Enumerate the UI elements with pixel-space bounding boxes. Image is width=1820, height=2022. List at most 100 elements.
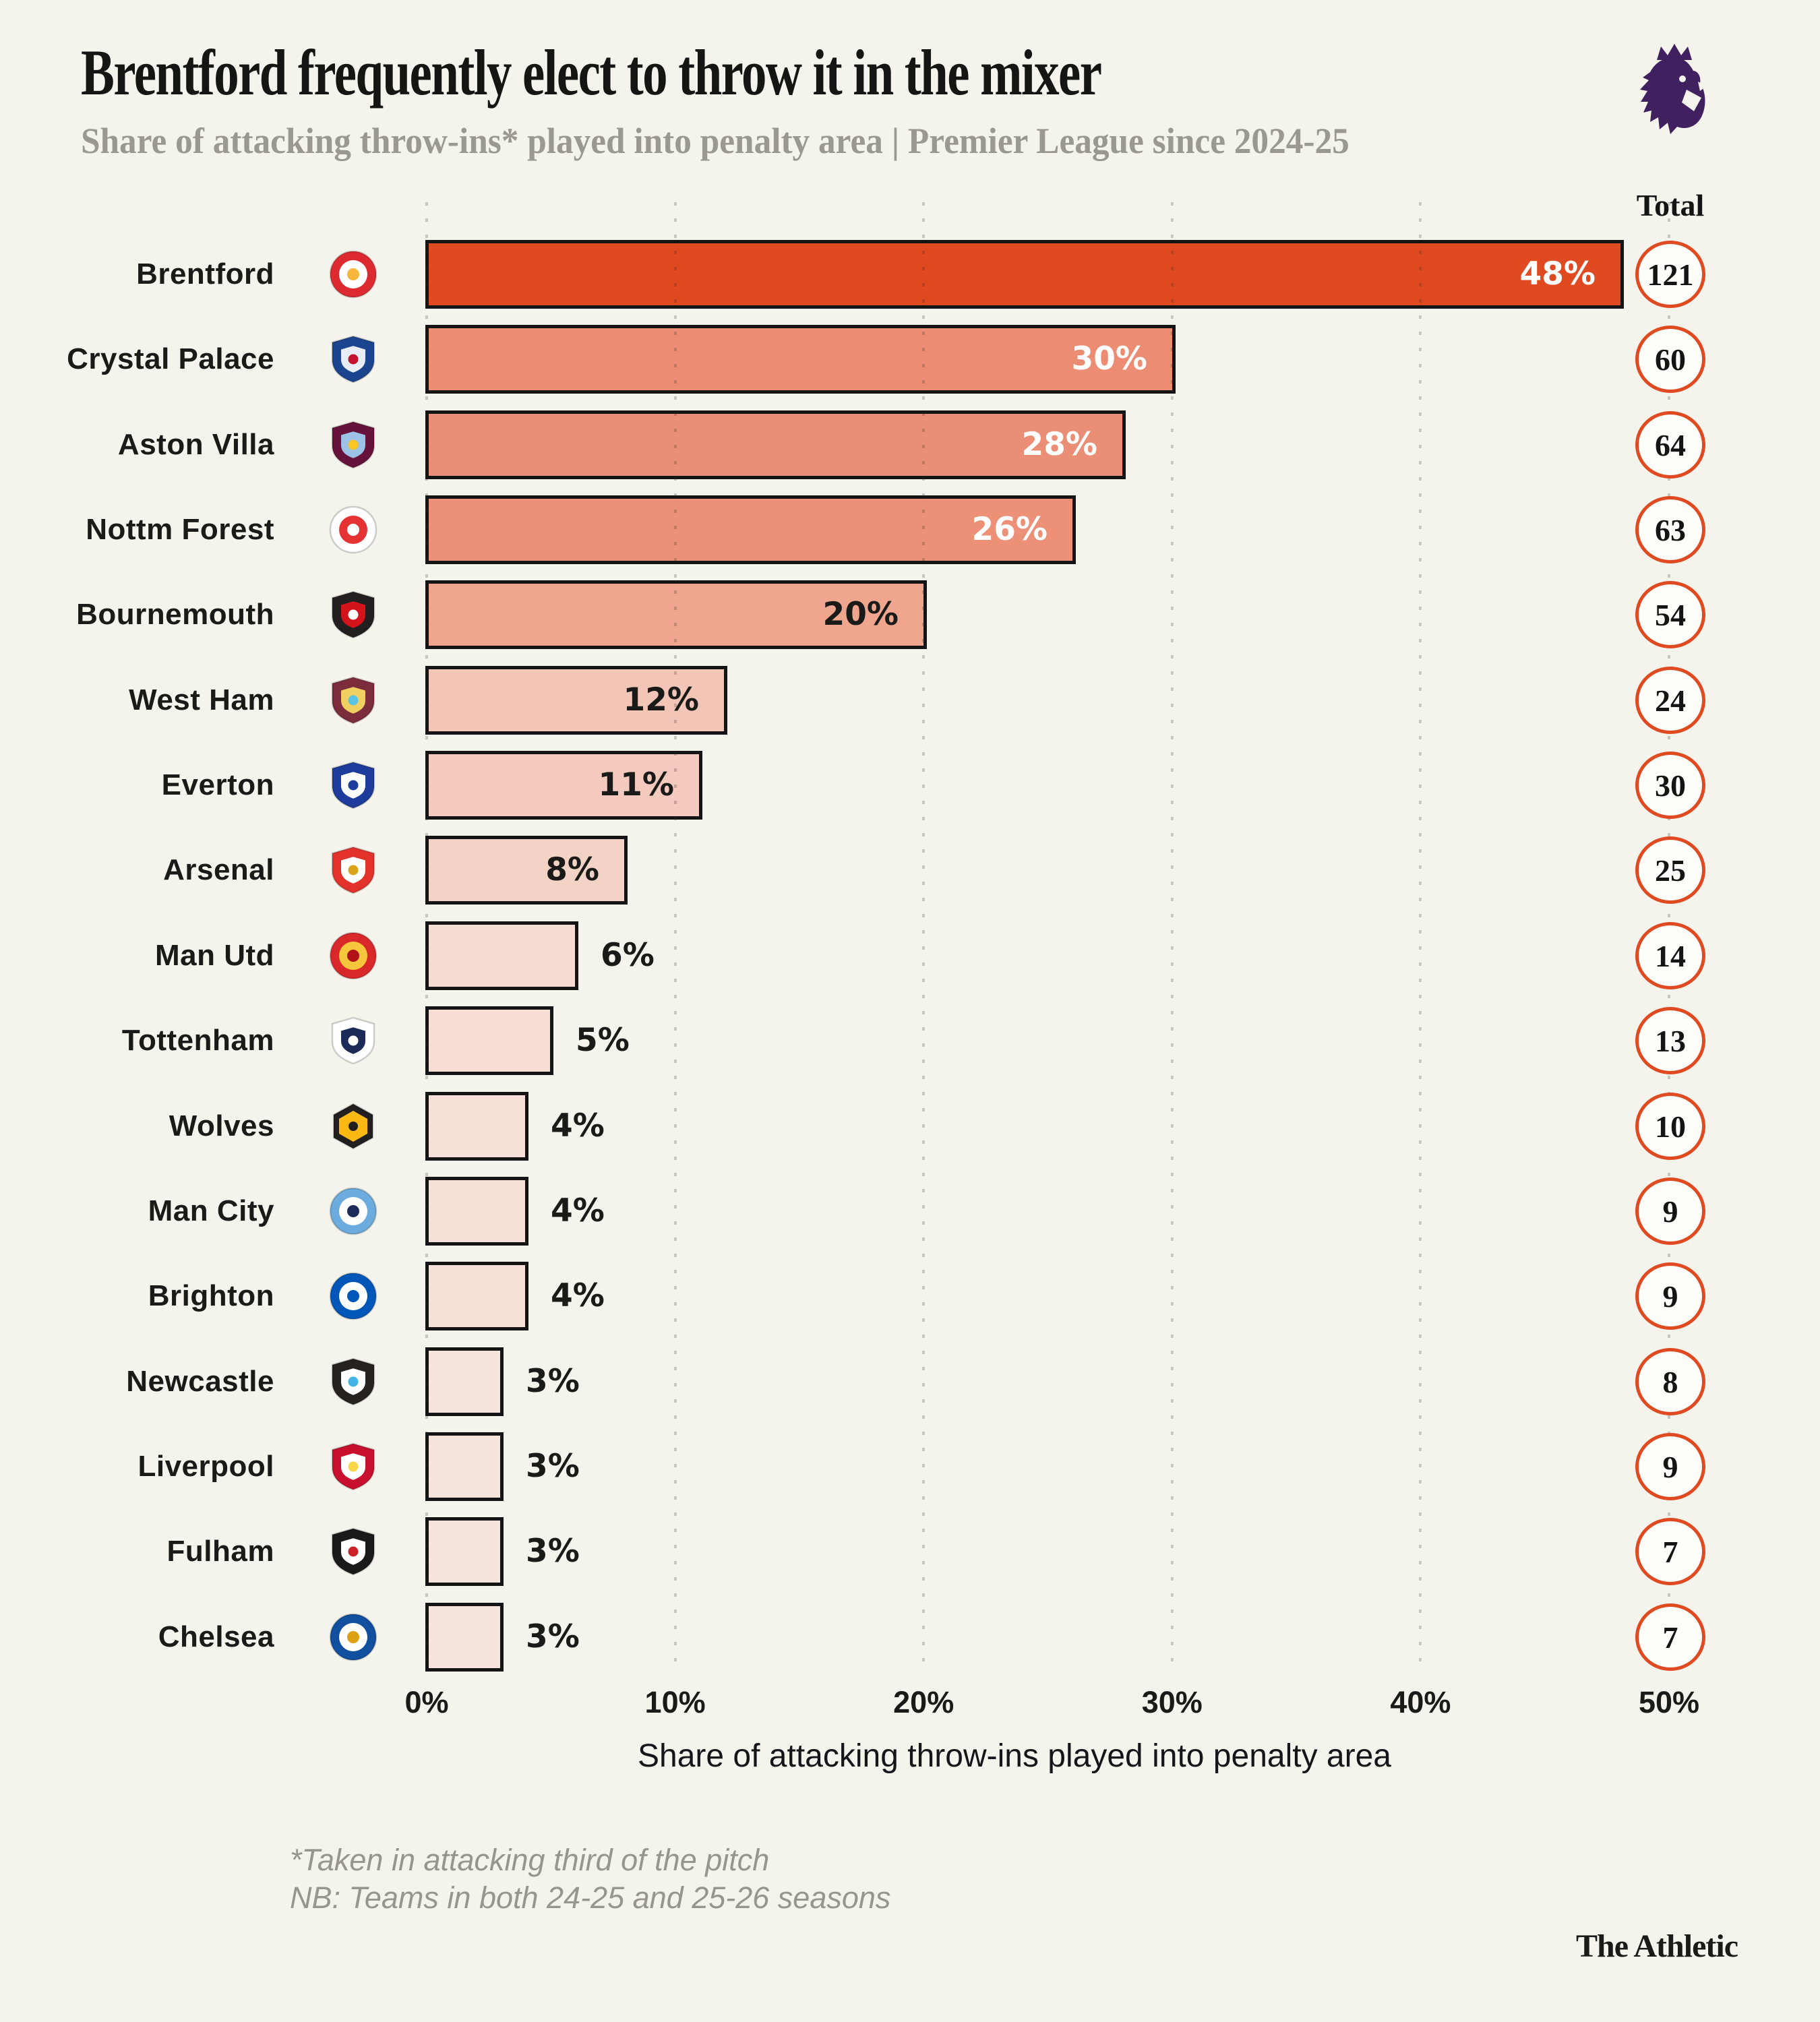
team-row: Aston Villa 28% 64 xyxy=(0,402,1820,487)
value-label: 6% xyxy=(601,937,655,974)
team-name-label: Everton xyxy=(161,768,274,801)
team-row: Man Utd 6% 14 xyxy=(0,913,1820,998)
value-bar xyxy=(425,921,578,990)
x-axis-title: Share of attacking throw-ins played into… xyxy=(638,1738,1391,1774)
team-crest-icon xyxy=(328,931,378,981)
team-crest-icon xyxy=(328,590,378,640)
lion-crown xyxy=(1657,44,1692,60)
total-count-badge: 25 xyxy=(1635,836,1705,904)
team-crest-icon xyxy=(328,334,378,384)
value-bar xyxy=(425,1092,528,1161)
team-row: Newcastle 3% 8 xyxy=(0,1339,1820,1424)
team-name-label: Wolves xyxy=(169,1109,274,1142)
total-count-badge: 24 xyxy=(1635,667,1705,734)
team-crest-icon xyxy=(328,1527,378,1576)
x-tick-label: 0% xyxy=(404,1685,449,1719)
value-label: 3% xyxy=(526,1448,580,1485)
gridline-0pct xyxy=(425,202,428,1673)
team-row: Arsenal 8% 25 xyxy=(0,828,1820,913)
value-label: 28% xyxy=(1021,426,1098,463)
total-count-badge: 10 xyxy=(1635,1093,1705,1160)
value-label: 3% xyxy=(526,1533,580,1570)
team-row: Wolves 4% 10 xyxy=(0,1084,1820,1169)
lion-head xyxy=(1640,57,1705,134)
value-label: 30% xyxy=(1071,340,1148,377)
value-label: 4% xyxy=(551,1192,605,1229)
value-bar xyxy=(425,666,727,735)
team-row: Brighton 4% 9 xyxy=(0,1254,1820,1339)
team-row: Chelsea 3% 7 xyxy=(0,1595,1820,1680)
premier-league-lion-logo xyxy=(1640,44,1706,134)
team-crest-icon xyxy=(328,420,378,470)
x-tick-label: 10% xyxy=(644,1685,706,1719)
x-tick-label: 50% xyxy=(1638,1685,1700,1719)
value-label: 20% xyxy=(822,596,899,633)
team-crest-icon xyxy=(328,505,378,555)
value-bar xyxy=(425,751,702,820)
value-label: 4% xyxy=(551,1277,605,1314)
value-bar xyxy=(425,1177,528,1246)
value-bar xyxy=(425,836,628,905)
team-name-label: Crystal Palace xyxy=(67,342,274,375)
value-bar xyxy=(425,495,1076,564)
team-name-label: West Ham xyxy=(129,683,274,716)
team-crest-icon xyxy=(328,760,378,810)
value-label: 5% xyxy=(576,1022,630,1059)
footnote-line-2: NB: Teams in both 24-25 and 25-26 season… xyxy=(290,1880,891,1916)
gridline-20pct xyxy=(922,202,926,1673)
team-row: Bournemouth 20% 54 xyxy=(0,572,1820,657)
value-bar xyxy=(425,240,1624,309)
value-bar xyxy=(425,1432,504,1501)
total-count-badge: 121 xyxy=(1635,241,1705,308)
team-crest-icon xyxy=(328,1101,378,1151)
value-bar xyxy=(425,580,927,649)
value-label: 12% xyxy=(623,681,700,718)
total-count-badge: 60 xyxy=(1635,326,1705,393)
lion-nose xyxy=(1698,82,1706,91)
value-label: 3% xyxy=(526,1618,580,1655)
total-count-badge: 7 xyxy=(1635,1603,1705,1671)
team-name-label: Brentford xyxy=(136,257,274,290)
team-row: Man City 4% 9 xyxy=(0,1169,1820,1254)
value-bar xyxy=(425,1262,528,1330)
total-count-badge: 13 xyxy=(1635,1007,1705,1074)
team-crest-icon xyxy=(328,845,378,895)
lion-cheek xyxy=(1682,90,1701,111)
total-count-badge: 9 xyxy=(1635,1262,1705,1330)
total-count-badge: 14 xyxy=(1635,922,1705,989)
value-label: 26% xyxy=(971,511,1048,548)
total-count-badge: 9 xyxy=(1635,1177,1705,1245)
x-tick-label: 30% xyxy=(1141,1685,1203,1719)
team-crest-icon xyxy=(328,1357,378,1407)
team-row: Everton 11% 30 xyxy=(0,743,1820,828)
team-crest-icon xyxy=(328,675,378,725)
total-count-badge: 7 xyxy=(1635,1518,1705,1585)
team-row: Brentford 48% 121 xyxy=(0,232,1820,317)
chart-title: Brentford frequently elect to throw it i… xyxy=(81,36,1102,109)
gridline-30pct xyxy=(1170,202,1174,1673)
team-name-label: Chelsea xyxy=(158,1620,274,1653)
team-name-label: Man City xyxy=(148,1194,274,1227)
team-row: Tottenham 5% 13 xyxy=(0,998,1820,1083)
value-bar xyxy=(425,410,1126,479)
gridline-40pct xyxy=(1419,202,1422,1673)
team-crest-icon xyxy=(328,1186,378,1236)
total-count-badge: 54 xyxy=(1635,581,1705,648)
team-name-label: Brighton xyxy=(148,1279,274,1312)
team-crest-icon xyxy=(328,1016,378,1066)
team-name-label: Bournemouth xyxy=(76,598,274,631)
team-name-label: Tottenham xyxy=(121,1024,274,1057)
total-column-header: Total xyxy=(1636,188,1705,222)
footnotes: *Taken in attacking third of the pitch N… xyxy=(290,1841,890,1918)
value-bar xyxy=(425,1347,504,1416)
team-crest-icon xyxy=(328,1271,378,1321)
value-label: 8% xyxy=(545,851,599,888)
team-row: Fulham 3% 7 xyxy=(0,1509,1820,1594)
value-bar xyxy=(425,325,1176,394)
team-name-label: Fulham xyxy=(166,1535,274,1568)
team-name-label: Arsenal xyxy=(163,853,274,886)
x-tick-label: 20% xyxy=(893,1685,954,1719)
team-crest-icon xyxy=(328,1442,378,1492)
team-row: Liverpool 3% 9 xyxy=(0,1424,1820,1509)
